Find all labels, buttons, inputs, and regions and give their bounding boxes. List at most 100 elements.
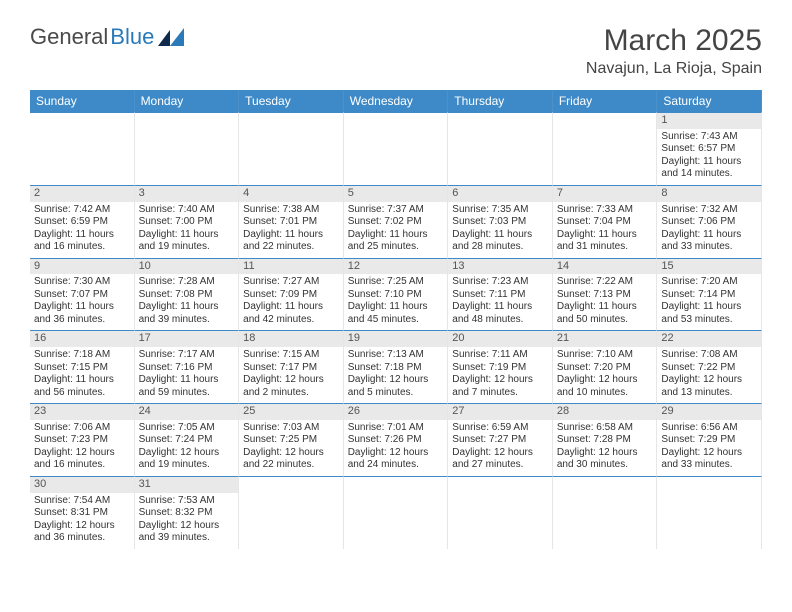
- day-info: Sunrise: 7:38 AM Sunset: 7:01 PM Dayligh…: [243, 204, 339, 254]
- calendar-cell-empty: .: [344, 112, 449, 185]
- logo: GeneralBlue: [30, 24, 184, 50]
- day-number: 25: [239, 404, 343, 420]
- day-info: Sunrise: 7:28 AM Sunset: 7:08 PM Dayligh…: [139, 276, 235, 326]
- calendar-cell: 15Sunrise: 7:20 AM Sunset: 7:14 PM Dayli…: [657, 258, 762, 331]
- calendar-cell: 22 Sunrise: 7:08 AM Sunset: 7:22 PM Dayli…: [657, 330, 762, 403]
- calendar-cell: 24Sunrise: 7:05 AM Sunset: 7:24 PM Dayli…: [135, 403, 240, 476]
- day-info: Sunrise: 7:35 AM Sunset: 7:03 PM Dayligh…: [452, 204, 548, 254]
- location: Navajun, La Rioja, Spain: [586, 60, 762, 78]
- day-number: 7: [553, 186, 657, 202]
- calendar-cell: 21 Sunrise: 7:10 AM Sunset: 7:20 PM Dayli…: [553, 330, 658, 403]
- day-info: Sunrise: 7:06 AM Sunset: 7:23 PM Dayligh…: [34, 422, 130, 472]
- day-info: Sunrise: 7:23 AM Sunset: 7:11 PM Dayligh…: [452, 276, 548, 326]
- calendar-cell-empty: .: [239, 112, 344, 185]
- calendar-cell: 5 Sunrise: 7:37 AM Sunset: 7:02 PM Daylig…: [344, 185, 449, 258]
- calendar-cell-empty: .: [30, 112, 135, 185]
- calendar-cell: 26Sunrise: 7:01 AM Sunset: 7:26 PM Dayli…: [344, 403, 449, 476]
- day-number: 10: [135, 259, 239, 275]
- day-header: Monday: [135, 90, 240, 112]
- calendar-cell: 10Sunrise: 7:28 AM Sunset: 7:08 PM Dayli…: [135, 258, 240, 331]
- day-number: 27: [448, 404, 552, 420]
- calendar-cell: 18 Sunrise: 7:15 AM Sunset: 7:17 PM Dayli…: [239, 330, 344, 403]
- calendar-cell-empty: .: [135, 112, 240, 185]
- day-number: 6: [448, 186, 552, 202]
- day-number: 28: [553, 404, 657, 420]
- day-info: Sunrise: 7:15 AM Sunset: 7:17 PM Dayligh…: [243, 349, 339, 399]
- day-number: 5: [344, 186, 448, 202]
- calendar-cell: 2Sunrise: 7:42 AM Sunset: 6:59 PM Daylig…: [30, 185, 135, 258]
- calendar-cell: 1Sunrise: 7:43 AM Sunset: 6:57 PM Daylig…: [657, 112, 762, 185]
- calendar-cell-empty: .: [657, 476, 762, 549]
- calendar-cell-empty: .: [448, 476, 553, 549]
- logo-flag-icon: [158, 28, 184, 46]
- calendar-cell: 30Sunrise: 7:54 AM Sunset: 8:31 PM Dayli…: [30, 476, 135, 549]
- calendar-cell-empty: .: [239, 476, 344, 549]
- day-header: Saturday: [657, 90, 762, 112]
- day-info: Sunrise: 7:42 AM Sunset: 6:59 PM Dayligh…: [34, 204, 130, 254]
- day-info: Sunrise: 7:17 AM Sunset: 7:16 PM Dayligh…: [139, 349, 235, 399]
- calendar-cell: 27 Sunrise: 6:59 AM Sunset: 7:27 PM Dayli…: [448, 403, 553, 476]
- day-header: Wednesday: [344, 90, 449, 112]
- day-number: 30: [30, 477, 134, 493]
- calendar-cell: 11Sunrise: 7:27 AM Sunset: 7:09 PM Dayli…: [239, 258, 344, 331]
- day-number: 16: [30, 331, 134, 347]
- header: GeneralBlue March 2025 Navajun, La Rioja…: [30, 24, 762, 78]
- calendar-cell: 12Sunrise: 7:25 AM Sunset: 7:10 PM Dayli…: [344, 258, 449, 331]
- calendar-cell: 4 Sunrise: 7:38 AM Sunset: 7:01 PM Daylig…: [239, 185, 344, 258]
- day-number: 11: [239, 259, 343, 275]
- day-number: 20: [448, 331, 552, 347]
- day-header: Tuesday: [239, 90, 344, 112]
- calendar-cell: 28 Sunrise: 6:58 AM Sunset: 7:28 PM Dayli…: [553, 403, 658, 476]
- day-info: Sunrise: 7:33 AM Sunset: 7:04 PM Dayligh…: [557, 204, 653, 254]
- day-info: Sunrise: 6:58 AM Sunset: 7:28 PM Dayligh…: [557, 422, 653, 472]
- day-info: Sunrise: 7:30 AM Sunset: 7:07 PM Dayligh…: [34, 276, 130, 326]
- day-header: Sunday: [30, 90, 135, 112]
- day-info: Sunrise: 7:43 AM Sunset: 6:57 PM Dayligh…: [661, 131, 757, 181]
- calendar-cell-empty: .: [344, 476, 449, 549]
- day-info: Sunrise: 7:40 AM Sunset: 7:00 PM Dayligh…: [139, 204, 235, 254]
- day-info: Sunrise: 7:53 AM Sunset: 8:32 PM Dayligh…: [139, 495, 235, 545]
- day-number: 31: [135, 477, 239, 493]
- day-info: Sunrise: 7:11 AM Sunset: 7:19 PM Dayligh…: [452, 349, 548, 399]
- day-info: Sunrise: 7:08 AM Sunset: 7:22 PM Dayligh…: [661, 349, 757, 399]
- day-info: Sunrise: 7:20 AM Sunset: 7:14 PM Dayligh…: [661, 276, 757, 326]
- day-number: 4: [239, 186, 343, 202]
- calendar-cell: 3 Sunrise: 7:40 AM Sunset: 7:00 PM Daylig…: [135, 185, 240, 258]
- day-number: 21: [553, 331, 657, 347]
- day-number: 26: [344, 404, 448, 420]
- day-info: Sunrise: 7:05 AM Sunset: 7:24 PM Dayligh…: [139, 422, 235, 472]
- calendar-cell: 23Sunrise: 7:06 AM Sunset: 7:23 PM Dayli…: [30, 403, 135, 476]
- day-info: Sunrise: 7:18 AM Sunset: 7:15 PM Dayligh…: [34, 349, 130, 399]
- day-number: 12: [344, 259, 448, 275]
- day-number: 8: [657, 186, 761, 202]
- calendar-cell: 6 Sunrise: 7:35 AM Sunset: 7:03 PM Daylig…: [448, 185, 553, 258]
- day-header: Friday: [553, 90, 658, 112]
- day-info: Sunrise: 7:03 AM Sunset: 7:25 PM Dayligh…: [243, 422, 339, 472]
- day-number: 9: [30, 259, 134, 275]
- calendar-cell: 25 Sunrise: 7:03 AM Sunset: 7:25 PM Dayli…: [239, 403, 344, 476]
- day-info: Sunrise: 7:37 AM Sunset: 7:02 PM Dayligh…: [348, 204, 444, 254]
- day-info: Sunrise: 7:10 AM Sunset: 7:20 PM Dayligh…: [557, 349, 653, 399]
- calendar-cell: 20 Sunrise: 7:11 AM Sunset: 7:19 PM Dayli…: [448, 330, 553, 403]
- calendar-cell-empty: .: [448, 112, 553, 185]
- title-block: March 2025 Navajun, La Rioja, Spain: [586, 24, 762, 78]
- calendar-cell: 13Sunrise: 7:23 AM Sunset: 7:11 PM Dayli…: [448, 258, 553, 331]
- day-number: 13: [448, 259, 552, 275]
- calendar-cell-empty: .: [553, 112, 658, 185]
- day-number: 22: [657, 331, 761, 347]
- logo-text-2: Blue: [110, 24, 154, 50]
- calendar-grid: SundayMondayTuesdayWednesdayThursdayFrid…: [30, 90, 762, 549]
- calendar-cell: 17 Sunrise: 7:17 AM Sunset: 7:16 PM Dayli…: [135, 330, 240, 403]
- day-info: Sunrise: 6:59 AM Sunset: 7:27 PM Dayligh…: [452, 422, 548, 472]
- calendar-cell: 31 Sunrise: 7:53 AM Sunset: 8:32 PM Dayli…: [135, 476, 240, 549]
- day-header: Thursday: [448, 90, 553, 112]
- day-number: 17: [135, 331, 239, 347]
- day-number: 3: [135, 186, 239, 202]
- day-number: 18: [239, 331, 343, 347]
- day-number: 29: [657, 404, 761, 420]
- calendar-cell: 9Sunrise: 7:30 AM Sunset: 7:07 PM Daylig…: [30, 258, 135, 331]
- logo-text-1: General: [30, 24, 108, 50]
- calendar-cell: 19Sunrise: 7:13 AM Sunset: 7:18 PM Dayli…: [344, 330, 449, 403]
- day-info: Sunrise: 7:22 AM Sunset: 7:13 PM Dayligh…: [557, 276, 653, 326]
- day-info: Sunrise: 7:27 AM Sunset: 7:09 PM Dayligh…: [243, 276, 339, 326]
